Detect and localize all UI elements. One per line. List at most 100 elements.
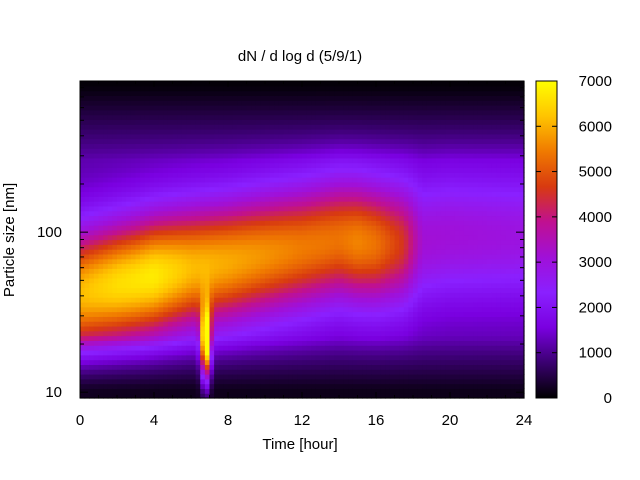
heatmap-cell (334, 148, 340, 154)
heatmap-cell (158, 220, 164, 226)
heatmap-cell (223, 162, 229, 169)
heatmap-cell (163, 85, 169, 92)
heatmap-cell (362, 85, 368, 92)
heatmap-cell (297, 292, 303, 298)
heatmap-cell (181, 234, 187, 241)
heatmap-cell (389, 321, 396, 327)
heatmap-cell (246, 181, 252, 188)
heatmap-cell (112, 109, 118, 116)
heatmap-cell (274, 393, 280, 399)
heatmap-cell (265, 114, 271, 121)
heatmap-cell (154, 335, 160, 341)
heatmap-cell (334, 354, 340, 361)
heatmap-cell (274, 81, 280, 87)
heatmap-cell (315, 196, 322, 202)
heatmap-cell (352, 124, 359, 130)
heatmap-cell (348, 378, 354, 385)
heatmap-cell (385, 292, 391, 298)
heatmap-cell (228, 105, 234, 111)
heatmap-cell (191, 205, 197, 212)
heatmap-cell (214, 282, 220, 289)
heatmap-cell (214, 95, 220, 101)
heatmap-cell (371, 263, 377, 269)
heatmap-cell (408, 239, 414, 245)
heatmap-cell (325, 330, 331, 337)
heatmap-cell (315, 244, 322, 250)
heatmap-cell (325, 306, 331, 313)
heatmap-cell (121, 177, 127, 183)
heatmap-cell (394, 105, 400, 111)
heatmap-cell (320, 162, 326, 169)
heatmap-cell (228, 81, 234, 87)
heatmap-cell (93, 186, 100, 193)
heatmap-cell (140, 292, 146, 298)
heatmap-cell (251, 335, 257, 341)
heatmap-cell (362, 215, 368, 221)
heatmap-cell (214, 253, 220, 260)
heatmap-cell (278, 359, 285, 365)
heatmap-cell (112, 349, 118, 356)
heatmap-cell (348, 297, 354, 303)
heatmap-cell (269, 210, 275, 217)
heatmap-cell (144, 388, 150, 394)
heatmap-cell (315, 311, 322, 317)
heatmap-cell (98, 273, 104, 279)
heatmap-cell (126, 81, 132, 87)
heatmap-cell (389, 268, 396, 274)
heatmap-cell (195, 253, 201, 260)
heatmap-cell (218, 85, 224, 92)
heatmap-cell (186, 119, 192, 125)
heatmap-cell (422, 354, 428, 361)
heatmap-cell (311, 239, 317, 245)
heatmap-cell (228, 263, 234, 269)
heatmap-cell (228, 258, 234, 265)
heatmap-cell (422, 393, 428, 399)
heatmap-cell (389, 234, 396, 241)
heatmap-cell (218, 181, 224, 188)
heatmap-cell (135, 373, 141, 380)
heatmap-cell (98, 201, 104, 207)
heatmap-cell (403, 220, 409, 226)
heatmap-cell (306, 364, 312, 370)
heatmap-cell (177, 345, 183, 351)
heatmap-cell (311, 138, 317, 145)
heatmap-cell (302, 321, 308, 327)
heatmap-cell (320, 373, 326, 380)
heatmap-cell (362, 335, 368, 341)
heatmap-cell (251, 143, 257, 149)
heatmap-cell (283, 287, 289, 293)
heatmap-cell (403, 378, 409, 385)
heatmap-cell (98, 364, 104, 370)
heatmap-cell (246, 325, 252, 332)
heatmap-cell (348, 316, 354, 322)
heatmap-cell (288, 287, 294, 293)
heatmap-cell (251, 359, 257, 365)
heatmap-cell (98, 354, 104, 361)
heatmap-cell (408, 325, 414, 332)
heatmap-cell (186, 311, 192, 317)
heatmap-cell (260, 277, 266, 284)
heatmap-cell (223, 297, 229, 303)
heatmap-cell (200, 225, 206, 231)
heatmap-cell (315, 287, 322, 293)
heatmap-cell (385, 225, 391, 231)
heatmap-cell (380, 301, 386, 308)
heatmap-cell (366, 133, 372, 140)
heatmap-cell (117, 297, 123, 303)
heatmap-cell (343, 119, 349, 125)
heatmap-cell (167, 181, 174, 188)
heatmap-cell (422, 90, 428, 97)
heatmap-cell (403, 143, 409, 149)
heatmap-cell (315, 277, 322, 284)
heatmap-cell (228, 162, 234, 169)
heatmap-cell (241, 148, 248, 154)
heatmap-cell (107, 201, 113, 207)
heatmap-cell (413, 124, 419, 130)
heatmap-cell (117, 85, 123, 92)
heatmap-cell (154, 388, 160, 394)
heatmap-cell (172, 321, 178, 327)
heatmap-cell (200, 114, 206, 121)
heatmap-cell (172, 378, 178, 385)
heatmap-cell (121, 157, 127, 164)
heatmap-cell (191, 287, 197, 293)
